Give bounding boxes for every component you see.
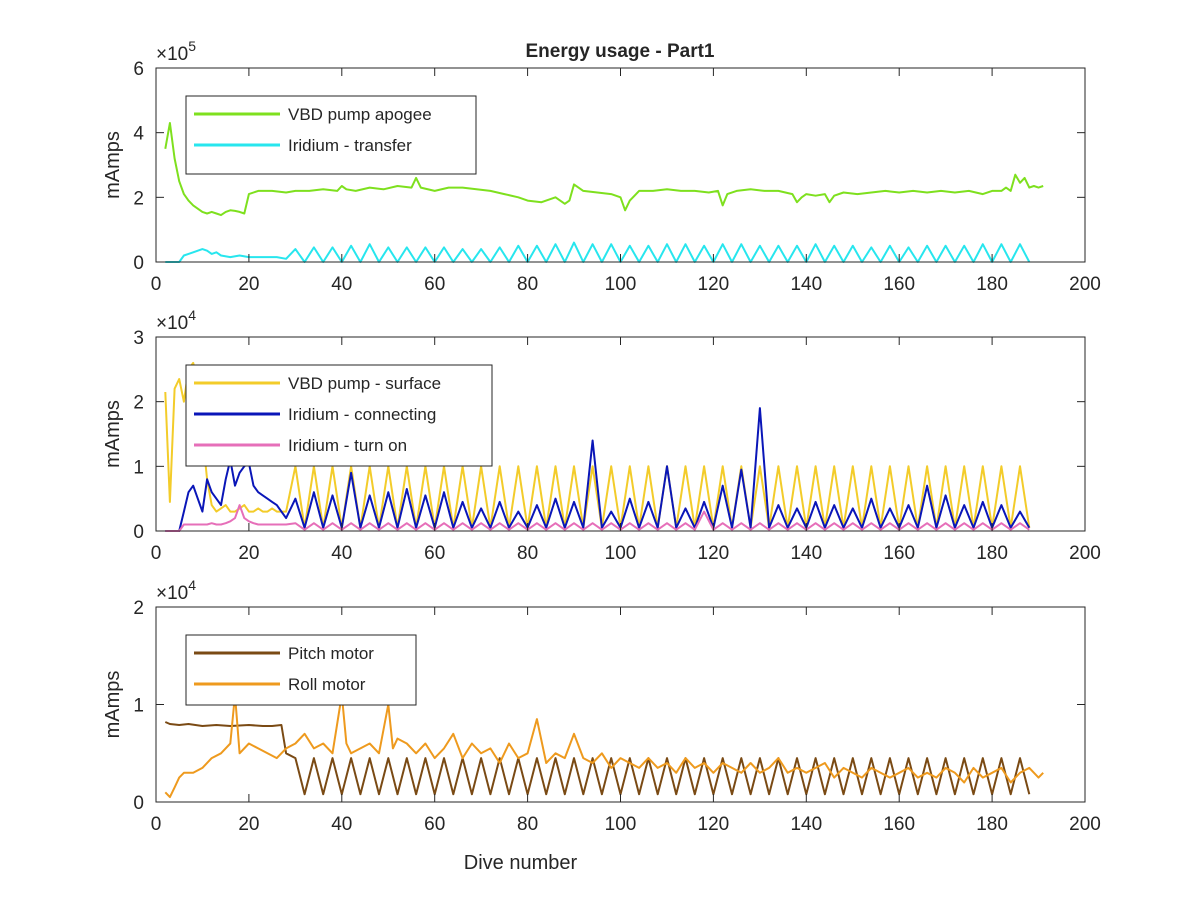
x-tick-label: 20: [238, 274, 259, 295]
y-tick-label: 0: [133, 793, 144, 814]
y-exponent-label: ×104: [156, 577, 196, 604]
legend-label: Pitch motor: [288, 644, 374, 663]
subplot-2: 0 20 40 60 80 100 120 140 160 180 200 0 1 2 3 ×104 mAmps…: [102, 307, 1101, 564]
x-tick-label: 20: [238, 814, 259, 835]
y-axis-label: mAmps: [102, 131, 124, 199]
series-line-1: [164, 721, 1031, 796]
legend: VBD pump - surface Iridium - connecting Ir…: [185, 364, 493, 467]
series-line-3: [165, 504, 1030, 532]
x-tick-label: 100: [605, 814, 637, 835]
x-tick-label: 0: [151, 274, 162, 295]
x-tick-label: 20: [238, 543, 259, 564]
y-tick-label: 2: [133, 188, 144, 209]
y-tick-label: 0: [133, 522, 144, 543]
subplots: 0 20 40 60 80 100 120 140 160 180 2000246×105mAmps…: [102, 38, 1101, 874]
x-tick-label: 140: [790, 543, 822, 564]
x-tick-label: 120: [698, 543, 730, 564]
x-tick-label: 200: [1069, 814, 1101, 835]
x-tick-label: 140: [790, 274, 822, 295]
x-tick-label: 40: [331, 543, 352, 564]
chart-title: Energy usage - Part1: [525, 41, 714, 62]
x-tick-label: 60: [424, 543, 445, 564]
series-line-1: [164, 361, 1031, 529]
x-tick-label: 0: [151, 814, 162, 835]
series-line-2: [165, 241, 1031, 263]
legend-label: Iridium - transfer: [288, 136, 412, 155]
series-line-2: [165, 407, 1031, 532]
x-tick-label: 40: [331, 814, 352, 835]
x-tick-label: 160: [883, 543, 915, 564]
x-tick-label: 200: [1069, 274, 1101, 295]
subplot-1: 0 20 40 60 80 100 120 140 160 180 200 0 2 4 6 ×105 mAmps…: [102, 38, 1101, 295]
legend-label: Roll motor: [288, 675, 366, 694]
x-tick-label: 200: [1069, 543, 1101, 564]
x-tick-label: 100: [605, 543, 637, 564]
x-tick-label: 160: [883, 814, 915, 835]
legend-box: [185, 634, 417, 706]
y-tick-label: 0: [133, 253, 144, 274]
x-tick-label: 180: [976, 543, 1008, 564]
x-tick-label: 80: [517, 814, 538, 835]
x-tick-label: 80: [517, 274, 538, 295]
x-tick-label: 40: [331, 274, 352, 295]
x-tick-label: 0: [151, 543, 162, 564]
y-tick-label: 1: [133, 696, 144, 717]
legend: Pitch motor Roll motor: [185, 634, 417, 706]
y-tick-label: 1: [133, 457, 144, 478]
x-axis-label: Dive number: [464, 852, 578, 874]
x-tick-label: 60: [424, 814, 445, 835]
legend-label: Iridium - turn on: [288, 436, 407, 455]
legend-label: VBD pump apogee: [288, 105, 432, 124]
y-axis-label: mAmps: [102, 671, 124, 739]
x-tick-label: 120: [698, 814, 730, 835]
x-tick-label: 160: [883, 274, 915, 295]
subplot-3: 0 20 40 60 80 100 120 140 160 180 200 0 1 2 ×104 mAmps D…: [102, 577, 1101, 874]
y-tick-label: 4: [133, 124, 144, 145]
legend-label: Iridium - connecting: [288, 405, 436, 424]
legend-box: [185, 95, 477, 175]
x-tick-label: 180: [976, 274, 1008, 295]
x-tick-label: 140: [790, 814, 822, 835]
y-exponent-label: ×104: [156, 307, 196, 334]
legend: VBD pump apogee Iridium - transfer: [185, 95, 477, 175]
series-line-2: [164, 693, 1044, 799]
y-axis-label: mAmps: [102, 400, 124, 468]
x-tick-label: 120: [698, 274, 730, 295]
y-tick-label: 6: [133, 59, 144, 80]
x-tick-label: 60: [424, 274, 445, 295]
x-tick-label: 180: [976, 814, 1008, 835]
y-exponent-label: ×105: [156, 38, 196, 65]
y-tick-label: 2: [133, 393, 144, 414]
legend-label: VBD pump - surface: [288, 374, 441, 393]
y-tick-label: 2: [133, 598, 144, 619]
y-tick-label: 3: [133, 328, 144, 349]
x-tick-label: 80: [517, 543, 538, 564]
series-line-1: [164, 122, 1044, 217]
x-tick-label: 100: [605, 274, 637, 295]
